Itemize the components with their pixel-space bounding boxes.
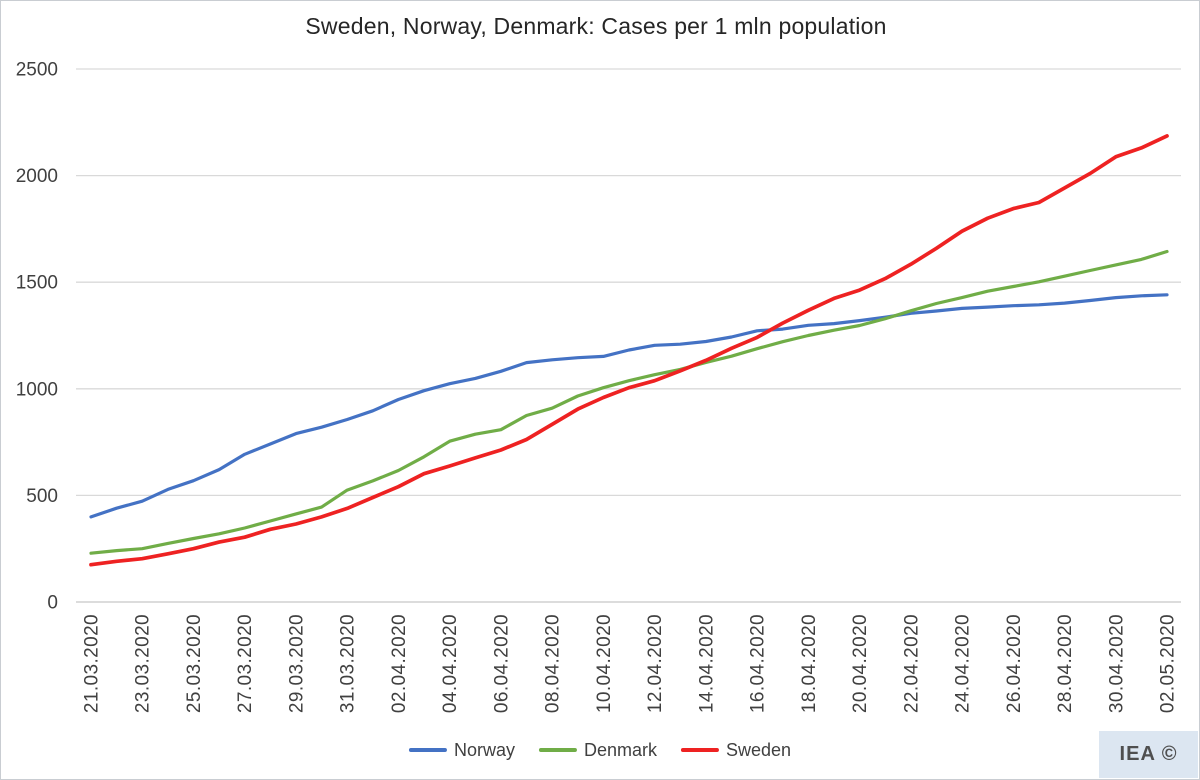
x-axis-tick-label: 28.04.2020: [1055, 614, 1076, 713]
x-axis-tick-label: 02.04.2020: [389, 614, 410, 713]
x-axis-tick-label: 24.04.2020: [953, 614, 974, 713]
sweden-line-icon: [680, 748, 719, 752]
iea-watermark-label: IEA ©: [1119, 743, 1178, 765]
series-line-norway: [89, 293, 1169, 519]
denmark-line-icon: [538, 748, 577, 752]
x-axis-tick-label: 23.03.2020: [133, 614, 154, 713]
x-axis-tick-label: 04.04.2020: [440, 614, 461, 713]
x-axis-tick-label: 29.03.2020: [286, 614, 307, 713]
y-axis-tick-label: 500: [26, 486, 58, 507]
x-axis-tick-label: 26.04.2020: [1004, 614, 1025, 713]
x-axis-tick-label: 27.03.2020: [235, 614, 256, 713]
y-axis-tick-label: 2000: [16, 166, 58, 187]
x-axis-tick-label: 30.04.2020: [1106, 614, 1127, 713]
chart-title: Sweden, Norway, Denmark: Cases per 1 mln…: [305, 13, 887, 39]
iea-watermark: IEA ©: [1099, 731, 1198, 778]
y-axis-tick-label: 0: [47, 593, 58, 614]
y-axis-tick-label: 1000: [16, 379, 58, 400]
x-axis-tick-label: 02.05.2020: [1158, 614, 1179, 713]
x-axis-tick-label: 12.04.2020: [645, 614, 666, 713]
x-axis-tick-label: 06.04.2020: [491, 614, 512, 713]
legend-item-denmark: Denmark: [538, 739, 657, 761]
y-axis-tick-label: 1500: [16, 273, 58, 294]
x-axis-tick-label: 16.04.2020: [748, 614, 769, 713]
x-axis-tick-label: 20.04.2020: [850, 614, 871, 713]
legend-item-sweden: Sweden: [680, 739, 792, 761]
x-axis-tick-label: 08.04.2020: [543, 614, 564, 713]
series-line-sweden: [89, 134, 1169, 567]
x-axis-tick-label: 25.03.2020: [184, 614, 205, 713]
legend-label-norway: Norway: [453, 739, 515, 760]
legend-item-norway: Norway: [408, 739, 515, 761]
x-axis-tick-label: 21.03.2020: [82, 614, 103, 713]
legend-label-denmark: Denmark: [583, 739, 657, 760]
chart-legend: Norway Denmark Sweden: [408, 738, 792, 762]
y-axis-tick-label: 2500: [16, 60, 58, 81]
norway-line-icon: [408, 748, 447, 752]
legend-label-sweden: Sweden: [725, 739, 792, 760]
x-axis-tick-label: 22.04.2020: [901, 614, 922, 713]
series-line-denmark: [89, 249, 1169, 555]
x-axis-tick-label: 14.04.2020: [696, 614, 717, 713]
x-axis-tick-label: 18.04.2020: [799, 614, 820, 713]
x-axis-tick-label: 31.03.2020: [338, 614, 359, 713]
x-axis-tick-label: 10.04.2020: [594, 614, 615, 713]
